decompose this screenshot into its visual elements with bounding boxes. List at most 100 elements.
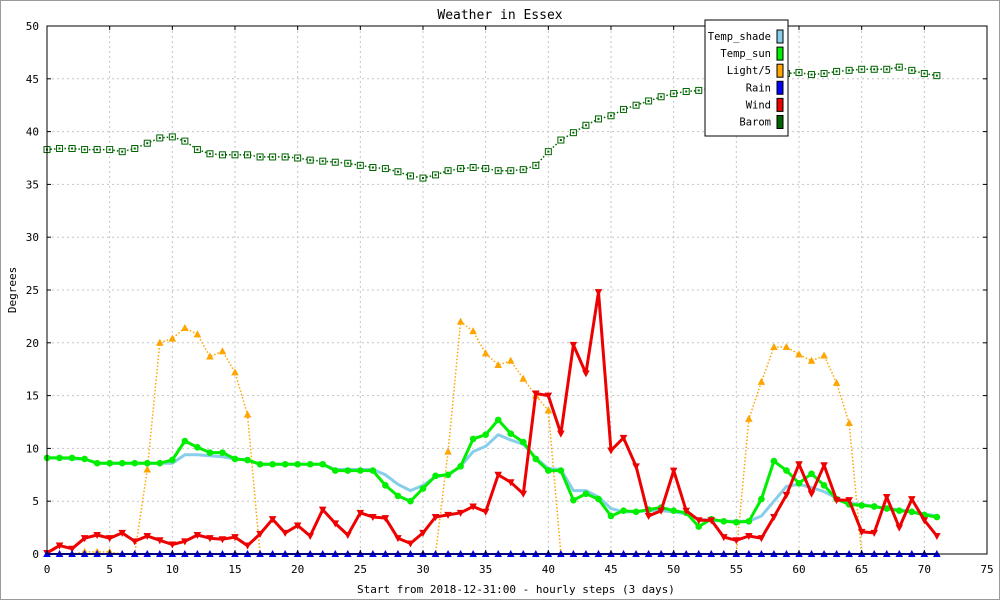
point-wind [657,507,665,515]
point-barom-dot [196,148,199,151]
point-temp-sun [382,482,389,489]
point-wind [557,430,565,438]
point-wind [93,531,101,539]
point-barom-dot [396,170,399,173]
point-temp-sun [783,467,790,474]
point-barom-dot [459,167,462,170]
point-barom [670,90,678,98]
point-barom-dot [597,117,600,120]
grid-lines [47,26,987,554]
point-light-5 [444,447,452,455]
point-wind [318,506,327,514]
point-barom-dot [83,148,86,151]
point-barom [244,151,252,159]
point-barom [632,101,640,109]
x-tick-label: 40 [542,563,555,576]
point-temp-sun [206,449,214,456]
point-wind [193,531,202,539]
point-barom-dot [685,90,688,93]
x-tick-label: 55 [730,563,743,576]
point-light-5 [143,465,152,473]
point-temp-sun [908,508,916,516]
point-barom [269,153,277,161]
point-light-5 [218,347,227,355]
point-barom-dot [885,68,888,71]
point-barom-dot [798,71,800,74]
point-temp-sun [444,471,452,479]
point-temp-sun [294,460,301,468]
point-barom [419,174,427,182]
legend-swatch [776,115,784,129]
point-wind [933,533,941,541]
x-axis-label: Start from 2018-12-31:00 - hourly steps … [357,583,675,596]
point-barom-dot [810,73,813,76]
point-wind [243,542,252,550]
point-temp-sun [344,467,352,474]
x-tick-label: 15 [228,563,241,576]
point-barom-dot [208,152,211,155]
point-temp-sun [469,435,477,443]
legend-label: Temp_shade [708,31,771,43]
point-temp-sun [557,467,565,474]
point-temp-sun [169,456,176,464]
point-temp-sun [319,460,327,468]
point-temp-sun [231,455,239,463]
point-temp-sun [595,495,602,503]
point-wind [582,370,590,378]
point-barom-dot [171,135,174,138]
point-temp-sun [118,459,126,467]
point-temp-sun [670,507,677,515]
point-barom [56,144,64,152]
series-layer [43,63,941,557]
legend-box [704,19,789,137]
x-tick-label: 10 [166,563,179,576]
point-wind [908,496,916,504]
point-barom [557,136,565,144]
point-wind [206,535,214,543]
point-barom-dot [672,92,675,95]
point-wind [532,390,540,398]
point-temp-sun [870,503,878,510]
y-tick-label: 15 [26,390,39,403]
point-light-5 [506,356,515,364]
point-barom-dot [497,169,500,172]
point-wind [920,517,929,525]
point-light-5 [168,334,177,342]
legend-label: Light/5 [727,65,771,77]
point-light-5 [469,327,477,335]
point-barom [858,65,866,73]
point-wind [331,520,340,528]
point-wind [306,533,314,541]
point-barom [181,137,189,145]
y-tick-label: 0 [32,548,39,561]
point-barom-dot [259,155,262,158]
point-barom-dot [823,72,826,75]
point-barom [820,70,828,78]
point-barom [695,86,703,94]
point-light-5 [243,410,252,418]
point-wind [181,538,189,546]
x-tick-label: 5 [106,563,113,576]
y-tick-label: 10 [26,442,39,455]
point-temp-sun [745,517,753,525]
point-wind [406,540,415,548]
point-light-5 [456,317,465,325]
point-barom [281,153,289,161]
point-barom [156,134,164,142]
point-temp-sun [494,416,502,424]
point-temp-sun [181,437,189,445]
point-wind [820,462,828,470]
legend-label: Rain [746,82,771,94]
point-barom [482,165,490,173]
point-barom-dot [234,153,236,156]
point-wind [419,529,427,537]
point-light-5 [782,343,791,351]
point-temp-sun [369,467,377,474]
point-temp-sun [858,502,865,509]
point-barom-dot [221,153,224,156]
point-barom [294,154,302,162]
point-barom-dot [58,147,61,150]
point-temp-sun [93,459,101,467]
point-barom-dot [547,150,550,153]
point-temp-sun [357,467,364,474]
